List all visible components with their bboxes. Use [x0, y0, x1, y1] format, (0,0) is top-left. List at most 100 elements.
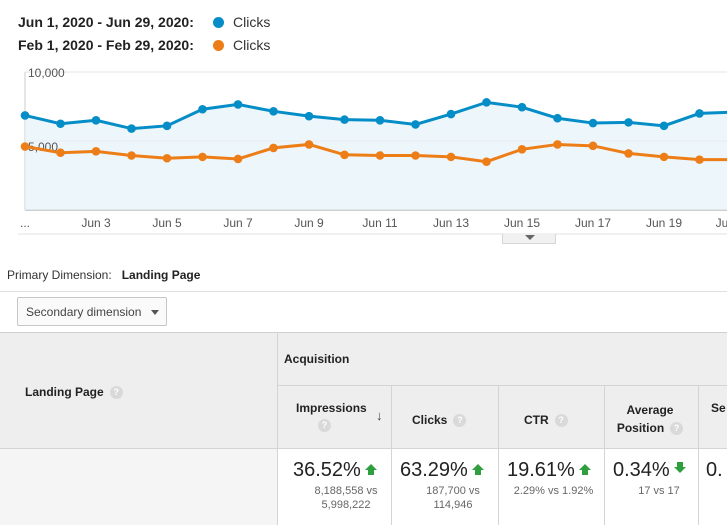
data-point	[411, 120, 420, 129]
average-position-detail: 17 vs 17	[624, 484, 694, 498]
data-point	[553, 140, 562, 149]
data-point	[304, 140, 314, 149]
truncated-percent-change: 0.	[706, 459, 723, 481]
data-point	[517, 102, 527, 112]
arrow-up-icon	[471, 463, 484, 475]
data-point	[20, 142, 30, 151]
data-point	[446, 152, 456, 162]
chart-collapse-toggle[interactable]	[502, 234, 556, 244]
data-point	[375, 116, 385, 125]
data-point	[20, 111, 30, 120]
primary-dimension: Primary Dimension: Landing Page	[7, 268, 200, 282]
legend-range-current: Jun 1, 2020 - Jun 29, 2020:	[18, 14, 194, 30]
help-icon[interactable]: ?	[554, 414, 568, 428]
impressions-percent: 36.52%	[293, 459, 361, 481]
x-tick-label: Jun 11	[362, 216, 397, 230]
primary-dimension-label: Primary Dimension:	[7, 268, 112, 282]
clicks-detail-line2: 114,946	[433, 499, 473, 511]
legend-row-current: Jun 1, 2020 - Jun 29, 2020: Clicks	[18, 12, 270, 32]
legend-row-previous: Feb 1, 2020 - Feb 29, 2020: Clicks	[18, 35, 270, 55]
data-point	[127, 124, 136, 133]
ctr-detail: 2.29% vs 1.92%	[506, 484, 601, 498]
secondary-dimension-dropdown[interactable]: Secondary dimension	[17, 297, 167, 326]
x-tick-label: Ju	[716, 216, 727, 230]
data-point	[659, 152, 669, 162]
y-tick-label: 10,000	[28, 66, 65, 80]
average-position-percent: 0.34%	[613, 459, 670, 481]
sort-descending-icon[interactable]: ↓	[376, 408, 383, 423]
table-row-metrics	[278, 448, 727, 525]
divider	[0, 291, 727, 292]
x-tick-label: Jun 7	[223, 216, 253, 230]
data-point	[56, 119, 65, 129]
average-position-column-header[interactable]: Average Position?	[614, 401, 686, 437]
x-tick-label: Jun 5	[152, 216, 182, 230]
data-point	[127, 151, 136, 160]
clicks-detail-line1: 187,700 vs	[426, 485, 480, 497]
data-point	[482, 98, 491, 107]
impressions-column-header[interactable]: Impressions	[296, 401, 367, 415]
clicks-header-label: Clicks	[412, 413, 448, 427]
data-point	[411, 151, 420, 160]
data-point	[233, 154, 243, 164]
help-icon[interactable]: ?	[109, 386, 123, 400]
legend-dot-current	[213, 16, 224, 28]
secondary-dimension-label: Secondary dimension	[26, 304, 142, 319]
primary-dimension-value[interactable]: Landing Page	[121, 268, 201, 282]
divider	[498, 385, 499, 525]
divider	[698, 385, 699, 525]
data-point	[162, 121, 172, 131]
ctr-percent-change: 19.61%	[507, 459, 591, 482]
x-tick-label: Jun 13	[433, 216, 469, 230]
average-position-detail-line1: 17 vs 17	[638, 485, 680, 497]
data-point	[624, 149, 633, 158]
chart-legend: Jun 1, 2020 - Jun 29, 2020: Clicks Feb 1…	[0, 0, 727, 64]
help-icon[interactable]: ?	[453, 414, 467, 428]
help-icon[interactable]: ?	[318, 419, 331, 432]
report-table: Acquisition Landing Page? Impressions ? …	[0, 332, 727, 525]
data-point	[269, 107, 278, 116]
arrow-up-icon	[364, 463, 377, 475]
legend-dot-previous	[213, 39, 224, 51]
impressions-detail-line2: 5,998,222	[321, 499, 371, 511]
data-point	[162, 153, 172, 163]
help-icon[interactable]: ?	[670, 422, 684, 436]
arrow-down-icon	[673, 461, 686, 473]
data-point	[482, 157, 491, 166]
average-position-header-line2: Position	[616, 421, 665, 435]
average-position-header-line2-wrap: Position?	[614, 419, 686, 437]
data-point	[340, 115, 349, 124]
clicks-percent-change: 63.29%	[400, 459, 484, 482]
x-tick-label: Jun 19	[646, 216, 682, 230]
truncated-column-header[interactable]: Se	[711, 401, 726, 415]
landing-page-column-header[interactable]: Landing Page?	[25, 385, 123, 400]
chevron-down-icon	[151, 310, 159, 315]
data-point	[695, 109, 704, 118]
impressions-detail-line1: 8,188,558 vs	[314, 485, 378, 497]
acquisition-group-header: Acquisition	[284, 352, 350, 366]
clicks-column-header[interactable]: Clicks?	[412, 413, 467, 428]
data-point	[553, 113, 562, 123]
x-tick-label: Jun 3	[81, 216, 111, 230]
chevron-down-icon	[525, 235, 535, 240]
legend-metric-current: Clicks	[233, 14, 271, 30]
data-point	[340, 150, 349, 160]
divider	[391, 385, 392, 525]
landing-page-header-label: Landing Page	[25, 385, 104, 399]
legend-range-previous: Feb 1, 2020 - Feb 29, 2020:	[18, 37, 194, 53]
data-point	[233, 100, 243, 109]
impressions-detail: 8,188,558 vs 5,998,222	[296, 484, 396, 512]
impressions-percent-change: 36.52%	[293, 459, 377, 482]
x-tick-label: ...	[20, 216, 30, 230]
data-point	[198, 104, 207, 114]
x-tick-label: Jun 9	[294, 216, 324, 230]
data-point	[304, 111, 314, 121]
ctr-detail-line1: 2.29% vs 1.92%	[513, 485, 594, 497]
x-tick-label: Jun 17	[575, 216, 611, 230]
ctr-column-header[interactable]: CTR?	[524, 413, 568, 428]
divider	[604, 385, 605, 525]
data-point	[198, 152, 207, 162]
data-point	[624, 118, 633, 127]
data-point	[56, 148, 65, 158]
